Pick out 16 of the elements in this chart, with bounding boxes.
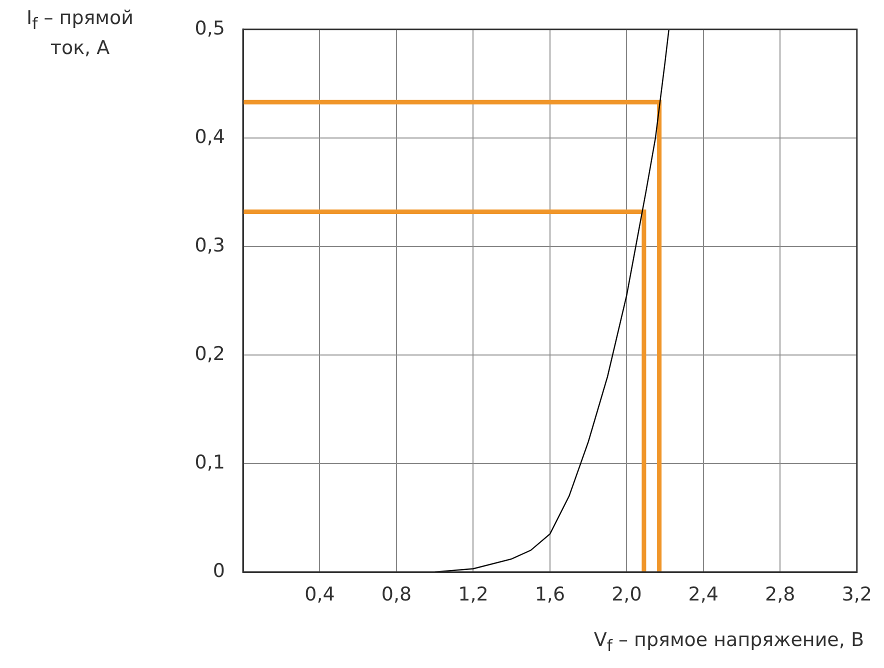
y-tick-label: 0,2 bbox=[194, 342, 225, 365]
x-tick-label: 0,8 bbox=[381, 583, 412, 606]
x-tick-label: 1,6 bbox=[534, 583, 566, 606]
x-tick-label: 2,4 bbox=[688, 583, 719, 606]
x-axis-title: V$_{f}$ – прямое напряжение, В bbox=[594, 628, 864, 657]
y-tick-label: 0,5 bbox=[194, 17, 225, 40]
y-axis-title: I$_{f}$ – прямой ток, А bbox=[26, 6, 134, 60]
x-tick-label: 3,2 bbox=[842, 583, 872, 606]
x-tick-label: 2,0 bbox=[612, 583, 642, 606]
y-tick-label: 0 bbox=[212, 560, 225, 582]
x-tick-label: 0,4 bbox=[304, 583, 335, 606]
y-tick-label: 0,4 bbox=[194, 126, 225, 148]
x-tick-label: 2,8 bbox=[765, 583, 796, 606]
x-tick-label: 1,2 bbox=[458, 583, 488, 606]
y-tick-label: 0,1 bbox=[194, 451, 225, 474]
y-tick-label: 0,3 bbox=[194, 234, 225, 256]
